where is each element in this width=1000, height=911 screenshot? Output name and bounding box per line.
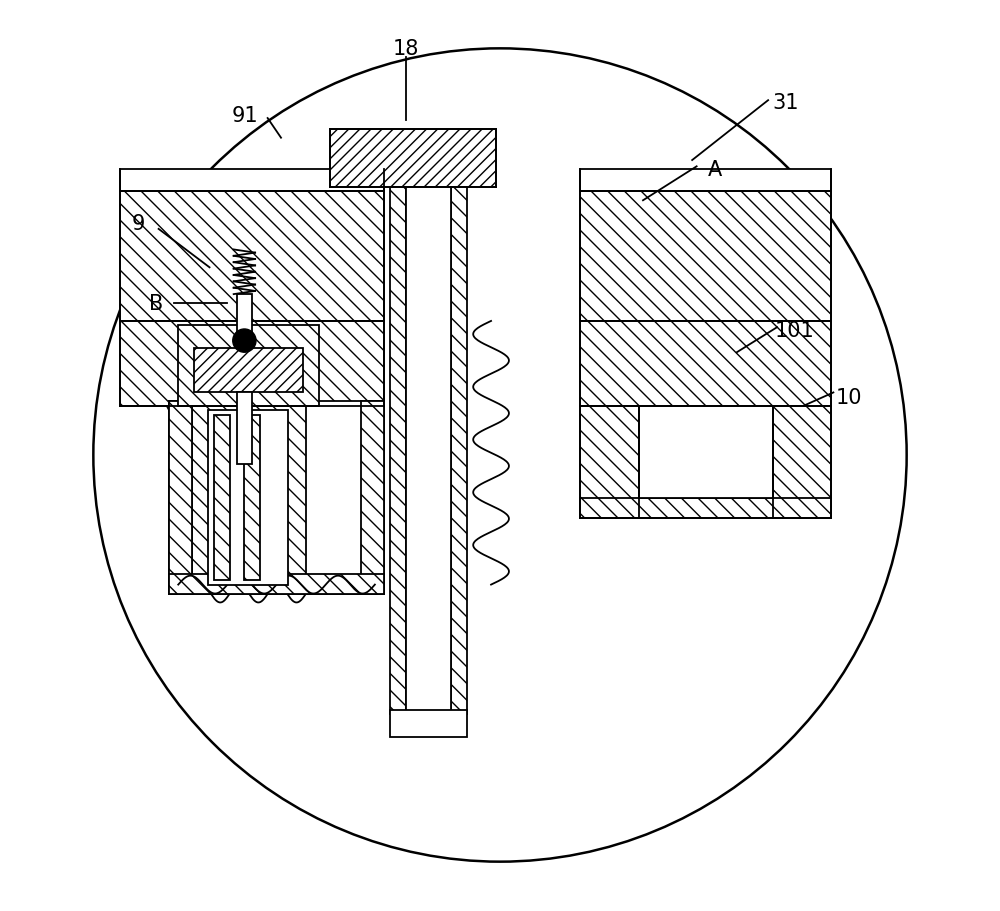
Bar <box>120 192 384 322</box>
Text: A: A <box>707 159 722 179</box>
Bar <box>169 402 384 594</box>
Bar <box>330 129 496 188</box>
Bar <box>580 169 831 192</box>
Bar <box>580 498 831 518</box>
Text: B: B <box>149 293 163 313</box>
Bar <box>120 169 384 192</box>
Bar <box>406 188 451 714</box>
Bar <box>178 326 319 406</box>
Bar <box>580 406 639 518</box>
Bar <box>580 322 831 406</box>
Bar <box>208 411 288 585</box>
Bar <box>192 406 306 589</box>
Bar <box>639 406 773 498</box>
Bar <box>169 574 384 594</box>
Bar <box>390 188 406 714</box>
Text: 9: 9 <box>131 213 145 233</box>
Bar <box>237 295 252 348</box>
Bar <box>580 192 831 322</box>
Bar <box>773 406 831 518</box>
Bar <box>214 415 230 580</box>
Bar <box>237 393 252 465</box>
Bar <box>361 402 384 594</box>
Text: 18: 18 <box>393 39 419 59</box>
Bar <box>169 402 192 594</box>
Bar <box>194 348 303 393</box>
Bar <box>120 322 384 406</box>
Circle shape <box>233 330 256 353</box>
Text: 10: 10 <box>835 387 862 407</box>
Bar <box>451 188 467 714</box>
Bar <box>244 415 260 580</box>
Text: 91: 91 <box>232 107 259 127</box>
Text: 31: 31 <box>773 93 799 113</box>
Bar <box>390 710 467 737</box>
Text: 101: 101 <box>775 321 815 341</box>
